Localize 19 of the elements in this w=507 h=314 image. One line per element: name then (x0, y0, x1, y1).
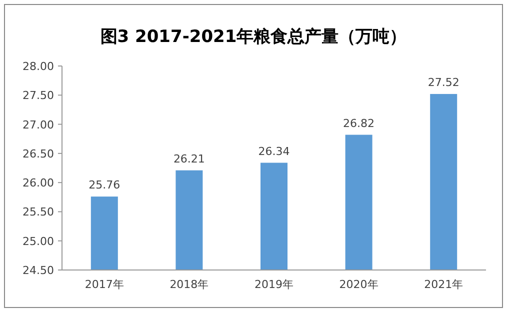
y-tick-label: 27.00 (22, 118, 54, 132)
y-tick-label: 24.50 (22, 264, 54, 277)
y-tick-label: 27.50 (22, 89, 54, 102)
data-label: 26.82 (343, 116, 375, 130)
y-tick-label: 25.00 (22, 234, 54, 248)
x-tick-label: 2017年 (84, 278, 124, 291)
data-label: 26.34 (258, 144, 290, 158)
data-label: 25.76 (88, 178, 120, 192)
data-label: 26.21 (173, 152, 205, 166)
y-tick-label: 26.50 (22, 147, 54, 160)
x-tick-label: 2021年 (424, 278, 464, 291)
x-tick-label: 2020年 (339, 278, 378, 291)
y-tick-label: 25.50 (22, 206, 54, 219)
x-tick-label: 2019年 (254, 278, 294, 291)
y-tick-label: 28.00 (22, 60, 54, 73)
y-tick-label: 26.00 (22, 176, 54, 190)
x-tick-label: 2018年 (170, 278, 209, 291)
data-label: 27.52 (428, 76, 460, 89)
chart-title: 图3 2017-2021年粮食总产量（万吨） (100, 27, 407, 47)
